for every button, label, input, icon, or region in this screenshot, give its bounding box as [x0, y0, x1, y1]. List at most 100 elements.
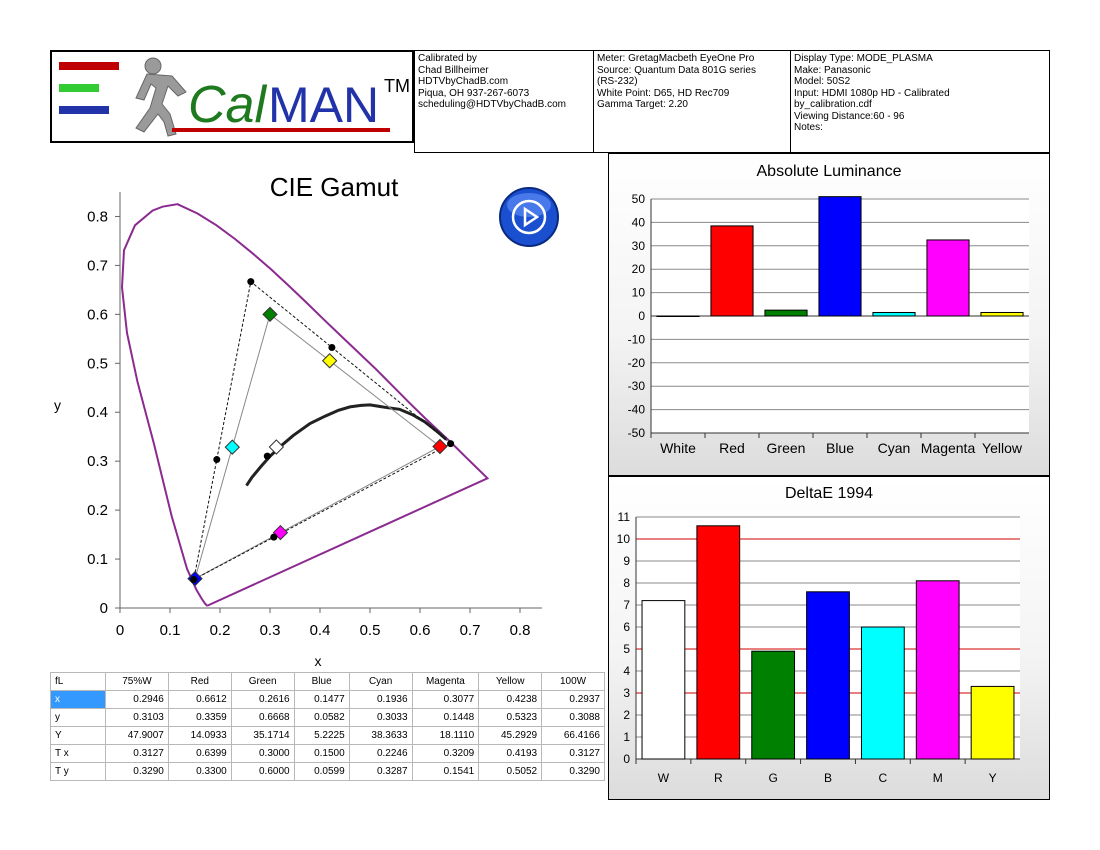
cie-x-tick-label: 0.1	[160, 622, 181, 639]
column-header: Cyan	[348, 672, 413, 691]
deltae-category-label: W	[658, 771, 670, 785]
deltae-category-label: G	[768, 771, 777, 785]
table-cell[interactable]: 0.3103	[105, 708, 169, 727]
table-cell[interactable]: 0.2616	[230, 690, 295, 709]
table-cell[interactable]: 0.3290	[541, 762, 605, 781]
cie-gamut-chart: CIE Gamut x y 0 0.1 0.2 0.3 0.4 0.5 0.6 0.7 0.8 0…	[50, 160, 610, 670]
column-header: Blue	[293, 672, 350, 691]
deltae-bar-w	[641, 600, 686, 760]
running-man-icon	[135, 57, 187, 137]
table-cell[interactable]: 0.3359	[167, 708, 232, 727]
column-header: 75%W	[105, 672, 169, 691]
luminance-bar-green	[764, 309, 808, 317]
table-cell[interactable]: 66.4166	[541, 726, 605, 745]
absolute-luminance-chart: Absolute Luminance 50 40 30 20 10 0 -10 -20 -30 -…	[628, 163, 1029, 456]
luminance-category-label: Yellow	[982, 440, 1023, 456]
deltae-category-label: M	[933, 771, 943, 785]
table-cell[interactable]: 0.0599	[293, 762, 350, 781]
table-cell[interactable]: 0.4193	[478, 744, 543, 763]
row-label-cell[interactable]: T y	[50, 762, 106, 781]
luminance-y-tick-label: -20	[628, 356, 646, 370]
row-label-cell[interactable]: x	[50, 690, 106, 709]
luminance-bar-white	[656, 315, 700, 317]
table-cell[interactable]: 0.5323	[478, 708, 543, 727]
meter-line: Source: Quantum Data 801G series	[597, 64, 756, 76]
cie-y-tick-label: 0.1	[87, 551, 108, 568]
table-cell[interactable]: 0.3290	[105, 762, 169, 781]
luminance-category-label: Green	[767, 440, 806, 456]
calibrator-line: HDTVbyChadB.com	[418, 76, 509, 87]
table-cell[interactable]: 0.3033	[348, 708, 413, 727]
target-point-white	[268, 439, 285, 455]
row-label-cell[interactable]: Y	[50, 726, 106, 745]
display-line: Make: Panasonic	[794, 64, 871, 76]
table-cell[interactable]: 0.3127	[105, 744, 169, 763]
row-label-cell[interactable]: T x	[50, 744, 106, 763]
cie-gamut-svg: CIE Gamut x y 0 0.1 0.2 0.3 0.4 0.5 0.6 0.7 0.8 0…	[54, 172, 559, 669]
table-cell[interactable]: 0.3000	[230, 744, 295, 763]
measured-gamut-triangle	[193, 280, 452, 581]
deltae-bar-b	[806, 591, 850, 760]
table-cell[interactable]: 0.6668	[230, 708, 295, 727]
table-cell[interactable]: 0.3287	[348, 762, 413, 781]
deltae-chart: DeltaE 1994 0 1 2 3 4 5 6 7 8 9 10 11 W R G B C M Y	[617, 485, 1020, 785]
table-cell[interactable]: 0.1500	[293, 744, 350, 763]
cie-y-tick-label: 0.6	[87, 306, 108, 323]
table-cell[interactable]: 47.9007	[105, 726, 169, 745]
table-cell[interactable]: 14.0933	[167, 726, 232, 745]
play-button[interactable]	[499, 187, 559, 247]
column-header: Green	[230, 672, 295, 691]
table-cell[interactable]: 5.2225	[293, 726, 350, 745]
logo-text-man: MAN	[268, 77, 379, 133]
luminance-y-tick-label: -30	[628, 379, 646, 393]
logo-blue-bar	[59, 106, 109, 114]
table-cell[interactable]: 0.1936	[348, 690, 413, 709]
absolute-luminance-panel: Absolute Luminance 50 40 30 20 10 0 -10 -20 -30 -…	[608, 153, 1050, 476]
calibrator-line: Chad Billheimer	[418, 64, 489, 76]
table-cell[interactable]: 0.2946	[105, 690, 169, 709]
table-cell[interactable]: 0.1477	[293, 690, 350, 709]
table-cell[interactable]: 45.2929	[478, 726, 543, 745]
table-cell[interactable]: 0.5052	[478, 762, 543, 781]
cie-x-tick-label: 0.4	[310, 622, 331, 639]
cie-y-tick-label: 0.8	[87, 208, 108, 225]
column-header: Yellow	[478, 672, 543, 691]
deltae-y-tick-label: 2	[623, 708, 630, 722]
measured-point-green	[247, 278, 255, 286]
play-button-icon	[511, 199, 547, 235]
table-row: x 0.2946 0.6612 0.2616 0.1477 0.1936 0.3077 0.4…	[50, 690, 605, 709]
target-point-yellow	[321, 353, 338, 369]
table-cell[interactable]: 0.6000	[230, 762, 295, 781]
table-cell[interactable]: 0.0582	[293, 708, 350, 727]
table-cell[interactable]: 0.3077	[411, 690, 480, 709]
table-cell[interactable]: 0.2246	[348, 744, 413, 763]
luminance-y-tick-label: -40	[628, 403, 646, 417]
table-cell[interactable]: 38.3633	[348, 726, 413, 745]
luminance-category-label: Blue	[826, 440, 854, 456]
deltae-y-tick-label: 4	[623, 664, 630, 678]
luminance-y-tick-label: 0	[638, 309, 645, 323]
cie-y-tick-label: 0.7	[87, 257, 108, 274]
table-cell[interactable]: 0.4238	[478, 690, 543, 709]
deltae-y-tick-label: 10	[617, 532, 631, 546]
table-cell[interactable]: 35.1714	[230, 726, 295, 745]
table-cell[interactable]: 0.3088	[541, 708, 605, 727]
cie-x-tick-label: 0.5	[360, 622, 381, 639]
luminance-y-tick-label: 30	[632, 239, 646, 253]
table-cell[interactable]: 0.2937	[541, 690, 605, 709]
table-cell[interactable]: 0.3127	[541, 744, 605, 763]
table-cell[interactable]: 0.6612	[167, 690, 232, 709]
table-cell[interactable]: 0.6399	[167, 744, 232, 763]
table-cell[interactable]: 0.3300	[167, 762, 232, 781]
row-label-cell[interactable]: y	[50, 708, 106, 727]
calibrator-line: Calibrated by	[418, 53, 477, 64]
table-cell[interactable]: 18.1110	[411, 726, 480, 745]
deltae-y-tick-label: 8	[623, 576, 630, 590]
table-cell[interactable]: 0.3209	[411, 744, 480, 763]
column-header: 100W	[541, 672, 605, 691]
table-cell[interactable]: 0.1448	[411, 708, 480, 727]
luminance-y-tick-label: 20	[632, 262, 646, 276]
table-row: Y 47.9007 14.0933 35.1714 5.2225 38.3633 18.11…	[50, 726, 605, 745]
table-row: T x 0.3127 0.6399 0.3000 0.1500 0.2246 0.3209 0…	[50, 744, 605, 763]
table-cell[interactable]: 0.1541	[411, 762, 480, 781]
